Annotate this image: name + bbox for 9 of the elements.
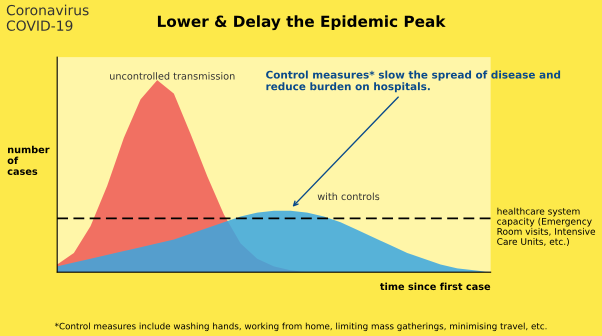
series-label: with controls: [318, 192, 380, 200]
annotation: Control measures* slow the spread of disease and reduce burden on hospitals.: [266, 70, 560, 92]
x-axis-title: time since first case: [380, 282, 490, 290]
chart-title: Lower & Delay the Epidemic Peak: [158, 15, 446, 30]
text: Coronavirus COVID-19: [6, 4, 89, 31]
ref-line-label: healthcare system capacity (Emergency Room visits, Intensive Care Units, etc.): [497, 208, 596, 246]
series-label: uncontrolled transmission: [110, 72, 234, 80]
y-axis-title: number of cases: [8, 146, 50, 175]
text: *Control measures include washing hands, working from home, limiting mass gatherings, minimising travel, etc.: [54, 322, 546, 332]
